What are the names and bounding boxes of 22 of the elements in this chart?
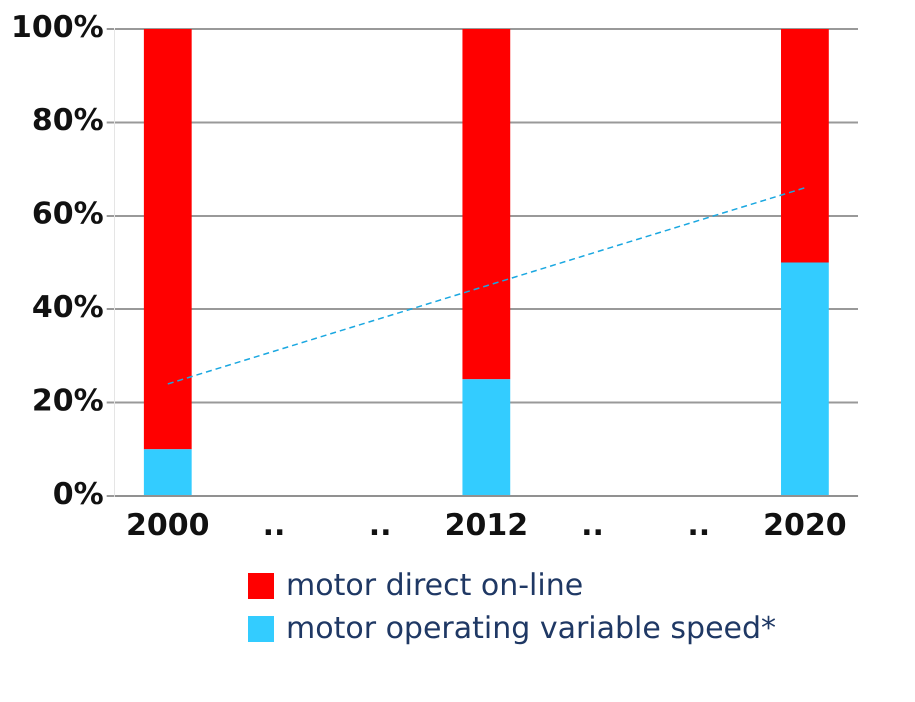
x-tick-label: ..: [687, 508, 710, 543]
y-tick-label: 40%: [32, 290, 104, 325]
x-tick-label: ..: [581, 508, 604, 543]
x-tick-label: ..: [368, 508, 392, 543]
bar: [144, 29, 192, 450]
y-tick-label: 100%: [10, 10, 104, 45]
x-tick-label: 2020: [763, 508, 847, 543]
x-tick-label: 2012: [444, 508, 528, 543]
bar: [462, 29, 510, 380]
x-tick-label: 2000: [126, 508, 210, 543]
y-tick-label: 20%: [32, 383, 104, 418]
y-tick-label: 60%: [32, 196, 104, 232]
legend-label: motor operating variable speed*: [286, 611, 776, 646]
bar: [462, 379, 510, 495]
y-tick-label: 0%: [52, 476, 104, 512]
bar: [781, 262, 829, 495]
x-tick-label: ..: [262, 508, 286, 543]
legend-label: motor direct on-line: [286, 568, 584, 603]
bar: [781, 29, 829, 262]
y-tick-label: 80%: [32, 103, 104, 138]
line-series: [167, 187, 806, 385]
bar: [144, 449, 192, 495]
